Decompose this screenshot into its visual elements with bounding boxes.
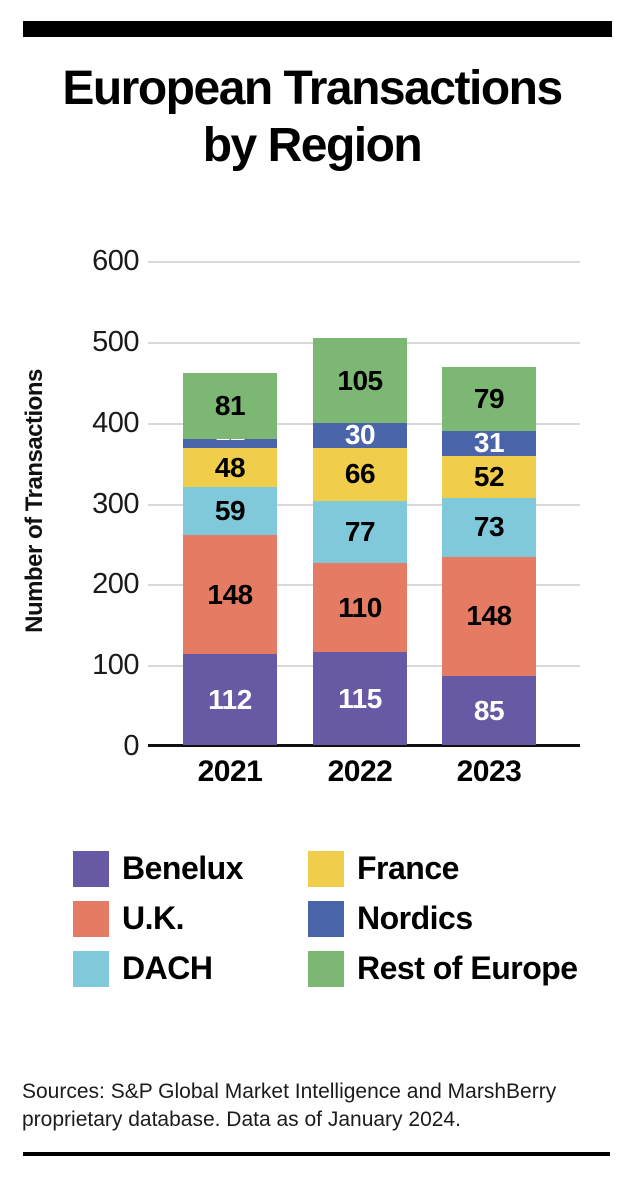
bar-segment-2021-benelux: 112 [183, 654, 277, 745]
bar-segment-2022-france: 66 [313, 447, 407, 501]
x-axis-label-2022: 2022 [327, 755, 393, 788]
bar-segment-2022-dach: 77 [313, 500, 407, 564]
bar-segment-2022-u-k-: 110 [313, 563, 407, 653]
bar-segment-2023-nordics: 31 [442, 427, 536, 459]
source-note-line-2: proprietary database. Data as of January… [22, 1108, 461, 1131]
legend-label: France [357, 850, 459, 886]
legend-label: Rest of Europe [357, 950, 578, 986]
page-title-line-2: by Region [202, 119, 423, 172]
y-tick-label-400: 400 [92, 406, 139, 439]
x-axis-label-2021: 2021 [197, 755, 263, 788]
bar-segment-2021-dach: 59 [183, 487, 277, 535]
y-tick-label-100: 100 [92, 649, 139, 682]
legend-swatch [308, 950, 344, 987]
bar-2023: 85 148 73 52 31 79 [442, 366, 536, 745]
bar-value-label: 110 [338, 591, 382, 623]
gridline-600 [148, 261, 580, 263]
bar-value-label: 48 [214, 451, 246, 483]
bar-segment-2023-france: 52 [442, 455, 536, 498]
bar-segment-2023-u-k-: 148 [442, 556, 536, 677]
y-tick-label-500: 500 [92, 325, 139, 358]
legend-swatch [73, 950, 109, 987]
y-tick-label-200: 200 [92, 568, 139, 601]
legend-label: Nordics [357, 900, 473, 936]
plot-area: 112 148 59 481281 115 110 77 66 30 105 85 148 73 5231… [148, 261, 580, 747]
legend-label: Benelux [122, 850, 243, 886]
bar-value-label: 115 [338, 682, 382, 714]
x-axis-line [148, 744, 580, 747]
bar-segment-2021-france: 48 [183, 448, 277, 488]
legend-swatch [308, 850, 344, 887]
bar-value-label: 66 [344, 458, 376, 490]
y-tick-label-0: 0 [123, 730, 139, 762]
top-rule [23, 21, 612, 37]
bar-2022: 115 110 77 66 30 105 [313, 338, 407, 745]
bar-2021: 112 148 59 481281 [183, 373, 277, 745]
legend-swatch [73, 900, 109, 937]
page-title: European Transactions by Region [0, 60, 624, 174]
bar-segment-2021-rest-of-europe: 81 [183, 373, 277, 439]
x-axis-label-2023: 2023 [456, 755, 522, 788]
bottom-rule [23, 1152, 610, 1156]
bar-segment-2022-rest-of-europe: 105 [313, 338, 407, 424]
source-note: Sources: S&P Global Market Intelligence … [22, 1078, 582, 1134]
legend-item-rest-of-europe: Rest of Europe [308, 950, 578, 987]
bar-value-label: 79 [473, 382, 505, 414]
bar-value-label: 73 [473, 511, 505, 543]
legend-swatch [73, 850, 109, 887]
y-axis-title: Number of Transactions [21, 369, 48, 633]
bar-segment-2022-nordics: 30 [313, 419, 407, 451]
bar-value-label: 112 [208, 683, 252, 715]
legend-swatch [308, 900, 344, 937]
bar-value-label: 52 [473, 460, 505, 492]
bar-segment-2021-nordics: 12 [183, 417, 277, 449]
legend-label: U.K. [122, 900, 185, 936]
bar-value-label: 85 [473, 694, 505, 726]
bar-value-label: 77 [344, 516, 376, 548]
bar-segment-2021-u-k-: 148 [183, 534, 277, 655]
bar-value-label: 148 [466, 600, 512, 632]
legend-item-nordics: Nordics [308, 900, 473, 937]
bar-segment-2023-rest-of-europe: 79 [442, 366, 536, 431]
legend-item-u-k-: U.K. [73, 900, 185, 937]
bar-segment-2022-benelux: 115 [313, 652, 407, 745]
bar-value-label: 30 [344, 419, 376, 451]
y-tick-label-300: 300 [92, 487, 139, 520]
bar-segment-2023-benelux: 85 [442, 676, 536, 745]
legend-item-dach: DACH [73, 950, 213, 987]
source-note-line-1: Sources: S&P Global Market Intelligence … [22, 1080, 557, 1103]
legend-label: DACH [122, 950, 213, 986]
bar-value-label: 105 [337, 364, 383, 396]
bar-value-label: 31 [473, 427, 505, 459]
page-title-line-1: European Transactions [62, 62, 563, 115]
bar-value-label: 148 [207, 578, 253, 610]
bar-segment-2023-dach: 73 [442, 497, 536, 557]
y-tick-label-600: 600 [92, 245, 139, 277]
legend-item-benelux: Benelux [73, 850, 243, 887]
legend-item-france: France [308, 850, 459, 887]
bar-value-label: 59 [214, 495, 246, 526]
bar-value-label: 81 [214, 389, 246, 421]
